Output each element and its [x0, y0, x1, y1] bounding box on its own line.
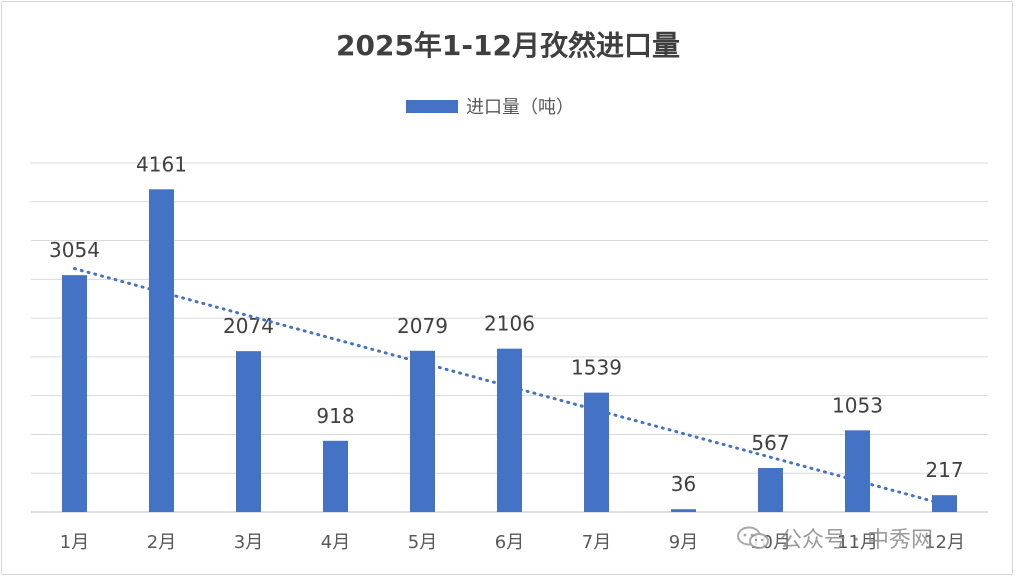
data-label: 2079: [397, 314, 448, 338]
tick-label: 5月: [408, 532, 437, 553]
bar: [323, 440, 348, 512]
data-label: 1539: [571, 356, 622, 380]
legend-swatch: [406, 99, 458, 113]
bar: [671, 509, 696, 512]
data-label: 918: [316, 404, 354, 428]
trendline: [73, 267, 946, 506]
data-label: 4161: [136, 152, 187, 176]
bar: [497, 348, 522, 512]
tick-label: 4月: [321, 532, 350, 553]
bar: [584, 392, 609, 512]
wechat-icon: [737, 526, 769, 549]
data-label: 36: [671, 472, 696, 496]
watermark: 公众号 · 中秀网: [736, 522, 933, 554]
legend-label: 进口量（吨）: [466, 97, 574, 118]
legend: 进口量（吨）: [406, 96, 574, 118]
data-label: 2074: [223, 314, 274, 338]
tick-label: 2月: [147, 532, 176, 553]
tick-label: 6月: [495, 532, 524, 553]
tick-label: 11月: [837, 532, 878, 553]
bar: [236, 351, 261, 512]
data-label: 1053: [832, 393, 883, 417]
chart-title: 2025年1-12月孜然进口量: [336, 29, 680, 62]
watermark-text: 公众号 · 中秀网: [780, 528, 933, 553]
bar: [149, 189, 174, 513]
data-label: 3054: [49, 238, 100, 262]
data-label: 217: [925, 458, 963, 482]
bar: [62, 275, 87, 512]
bar: [758, 468, 783, 512]
tick-label: 9月: [669, 532, 698, 553]
bar: [932, 495, 957, 512]
data-label: 567: [751, 431, 789, 455]
tick-label: 3月: [234, 532, 263, 553]
tick-label: 12月: [924, 532, 965, 553]
tick-label: 7月: [582, 532, 611, 553]
data-label: 2106: [484, 312, 535, 336]
bar: [410, 350, 435, 512]
tick-label: 1月: [60, 532, 89, 553]
bar: [845, 430, 870, 512]
